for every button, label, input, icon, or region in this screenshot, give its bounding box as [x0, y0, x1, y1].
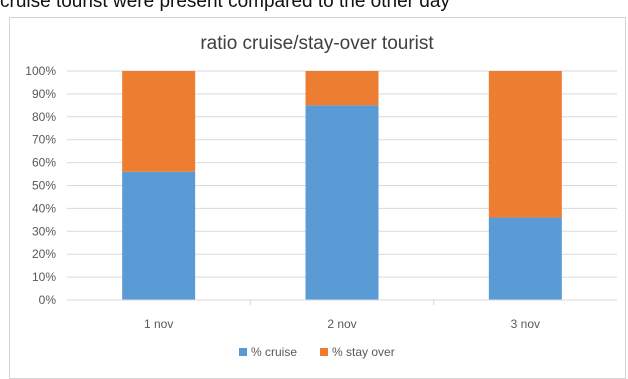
y-tick-label: 10%	[32, 270, 56, 284]
y-tick-label: 0%	[39, 293, 57, 307]
bar-stay-over-3-nov	[488, 71, 562, 218]
y-tick-label: 80%	[32, 110, 56, 124]
chart-title: ratio cruise/stay-over tourist	[200, 33, 434, 54]
legend: % cruise % stay over	[239, 345, 395, 359]
legend-label: % cruise	[251, 345, 297, 359]
bar-stay-over-1-nov	[122, 71, 196, 172]
x-tick-label: 2 nov	[327, 317, 356, 331]
bars	[122, 71, 562, 300]
y-tick-label: 60%	[32, 156, 56, 170]
background-document-text: cruise tourist were present compared to …	[0, 0, 450, 12]
legend-swatch	[320, 348, 328, 356]
bar-cruise-3-nov	[488, 217, 562, 300]
y-tick-label: 30%	[32, 224, 56, 238]
y-tick-label: 20%	[32, 247, 56, 261]
y-tick-label: 90%	[32, 87, 56, 101]
bar-stay-over-2-nov	[305, 71, 379, 106]
y-tick-label: 50%	[32, 179, 56, 193]
legend-swatch	[239, 348, 247, 356]
x-tick-label: 3 nov	[511, 317, 540, 331]
x-axis: 1 nov 2 nov 3 nov	[67, 299, 617, 331]
y-tick-label: 70%	[32, 133, 56, 147]
y-axis: 0% 10% 20% 30% 40% 50% 60% 70% 80% 90% 100%	[25, 64, 56, 307]
bar-cruise-2-nov	[305, 105, 379, 300]
y-tick-label: 40%	[32, 201, 56, 215]
y-tick-label: 100%	[25, 64, 56, 78]
x-tick-label: 1 nov	[144, 317, 173, 331]
bar-cruise-1-nov	[122, 171, 196, 300]
legend-label: % stay over	[332, 345, 395, 359]
